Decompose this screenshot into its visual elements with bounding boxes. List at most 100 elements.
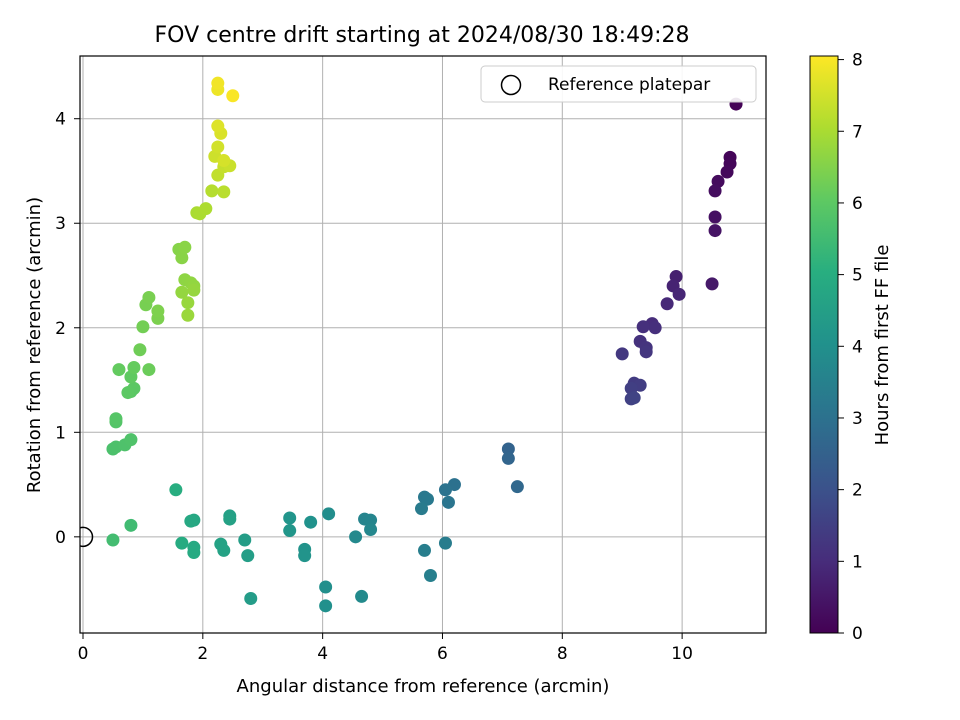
x-tick-label: 4 — [317, 644, 328, 664]
colorbar-tick-label: 6 — [852, 194, 863, 214]
data-point — [423, 569, 437, 583]
data-point — [124, 433, 138, 447]
colorbar-tick-label: 4 — [852, 337, 863, 357]
data-point — [142, 363, 156, 377]
x-tick-label: 6 — [437, 644, 448, 664]
colorbar: 0 1 2 3 4 5 6 7 8 Hours from first FF file — [809, 51, 893, 644]
data-point — [660, 297, 674, 311]
data-point — [705, 277, 719, 291]
data-point — [112, 363, 126, 377]
x-tick-label: 2 — [197, 644, 208, 664]
y-tick-label: 2 — [55, 319, 66, 339]
data-point — [178, 240, 192, 254]
data-point — [420, 492, 434, 506]
data-point — [181, 296, 195, 310]
data-point — [127, 360, 141, 374]
colorbar-ticks: 0 1 2 3 4 5 6 7 8 — [838, 51, 863, 644]
grid — [80, 56, 766, 633]
data-point — [121, 386, 135, 400]
data-point — [438, 483, 452, 497]
data-point — [175, 251, 189, 265]
y-tick-label: 1 — [55, 423, 66, 443]
data-point — [615, 347, 629, 361]
data-point — [211, 76, 225, 90]
x-axis: 0 2 4 6 8 10 — [78, 633, 693, 664]
reference-platepar-marker — [80, 526, 94, 548]
colorbar-tick-label: 2 — [852, 481, 863, 501]
data-point — [175, 285, 189, 299]
colorbar-tick-label: 0 — [852, 624, 863, 644]
data-point — [136, 320, 150, 334]
data-point — [238, 533, 252, 547]
data-point — [211, 140, 225, 154]
data-point — [217, 154, 231, 168]
data-point — [501, 442, 515, 456]
legend-box — [480, 65, 757, 103]
data-point — [124, 518, 138, 532]
data-point — [151, 304, 165, 318]
data-point — [636, 320, 650, 334]
data-point — [223, 512, 237, 526]
x-tick-label: 0 — [78, 644, 89, 664]
data-point — [364, 523, 378, 537]
data-point — [184, 514, 198, 528]
data-point — [627, 391, 641, 405]
data-point — [187, 283, 201, 297]
colorbar-label: Hours from first FF file — [872, 245, 893, 446]
data-point — [364, 513, 378, 527]
data-point — [708, 184, 722, 198]
data-point — [187, 546, 201, 560]
data-point — [438, 536, 452, 550]
data-point — [501, 451, 515, 465]
data-point — [510, 480, 524, 494]
data-point — [205, 184, 219, 198]
data-point — [142, 290, 156, 304]
data-point — [109, 412, 123, 426]
legend-label: Reference platepar — [548, 75, 710, 95]
data-point — [211, 119, 225, 133]
points — [80, 76, 743, 613]
data-point — [283, 511, 297, 525]
y-tick-label: 0 — [55, 528, 66, 548]
data-point — [226, 89, 240, 103]
colorbar-tick-label: 3 — [852, 409, 863, 429]
colorbar-tick-label: 1 — [852, 552, 863, 572]
chart-title: FOV centre drift starting at 2024/08/30 … — [155, 23, 690, 48]
data-point — [181, 308, 195, 322]
legend: Reference platepar — [480, 65, 757, 103]
colorbar-gradient — [809, 55, 839, 634]
y-tick-label: 3 — [55, 214, 66, 234]
data-point — [217, 543, 231, 557]
colorbar-tick-label: 7 — [852, 122, 863, 142]
data-point — [708, 210, 722, 224]
data-point — [133, 343, 147, 357]
data-point — [322, 507, 336, 521]
data-point — [349, 530, 363, 544]
data-point — [169, 483, 183, 497]
data-point — [415, 502, 429, 516]
data-point — [241, 549, 255, 563]
data-point — [672, 287, 686, 301]
y-tick-label: 4 — [55, 110, 66, 130]
x-axis-label: Angular distance from reference (arcmin) — [237, 676, 610, 697]
x-tick-label: 8 — [557, 644, 568, 664]
data-point — [441, 495, 455, 509]
data-point — [417, 543, 431, 557]
data-point — [106, 533, 120, 547]
colorbar-tick-label: 5 — [852, 266, 863, 286]
data-point — [648, 321, 662, 335]
data-point — [199, 202, 213, 216]
data-point — [304, 515, 318, 529]
y-axis: 0 1 2 3 4 — [55, 110, 80, 548]
data-point — [319, 580, 333, 594]
legend-marker — [500, 74, 522, 96]
colorbar-tick-label: 8 — [852, 51, 863, 71]
data-point — [355, 589, 369, 603]
x-tick-label: 10 — [671, 644, 693, 664]
data-point — [708, 224, 722, 238]
data-point — [298, 549, 312, 563]
data-point — [720, 165, 734, 179]
data-point — [319, 599, 333, 613]
data-point — [244, 592, 258, 606]
